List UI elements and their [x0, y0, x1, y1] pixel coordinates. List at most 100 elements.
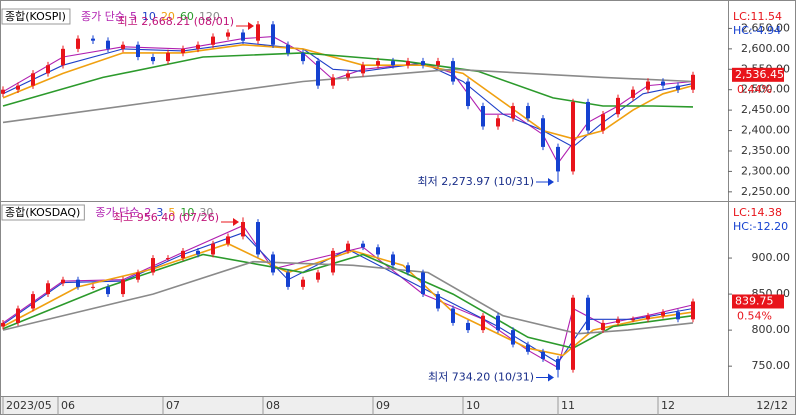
panel-label-box [1, 204, 85, 221]
y-tick-label: 900.00 [752, 251, 791, 264]
hc-label: HC:-12.20 [733, 220, 788, 233]
last-value-box [732, 294, 784, 309]
y-tick-label: 2,250.00 [741, 185, 790, 198]
candle-body [106, 40, 110, 49]
candle-body [316, 61, 320, 86]
candle-body [466, 81, 470, 107]
candle-body [271, 254, 275, 273]
candle-body [496, 118, 500, 127]
ma-line [2, 52, 694, 108]
x-tick-label: 06 [61, 399, 75, 412]
candle-body [481, 315, 485, 331]
y-tick-label: 2,500.00 [741, 83, 790, 96]
x-axis-strip [0, 396, 796, 415]
change-label: 0.44% [737, 83, 772, 96]
x-tick-label: 07 [166, 399, 180, 412]
x-tick-label: 09 [376, 399, 390, 412]
candle-body [286, 272, 290, 287]
y-tick-label: 2,400.00 [741, 124, 790, 137]
legend-entry: 3 [156, 206, 163, 219]
candle-body [406, 265, 410, 273]
candle-body [211, 36, 215, 45]
candle-body [106, 286, 110, 295]
high-annotation: 최고 956.40 (07/26) [113, 211, 219, 224]
candle-body [361, 243, 365, 248]
candle-body [436, 294, 440, 309]
candle-body [331, 250, 335, 273]
candle-body [586, 101, 590, 131]
lc-label: LC:11.54 [733, 10, 782, 23]
candle-body [271, 24, 275, 45]
annotation-arrowhead [548, 178, 554, 187]
candle-body [451, 308, 455, 323]
y-tick-label: 800.00 [752, 323, 791, 336]
candle-body [646, 81, 650, 90]
candle-body [91, 38, 95, 41]
candle-body [481, 106, 485, 127]
x-end-label: 12/12 [756, 399, 788, 412]
candle-body [361, 65, 365, 74]
candle-body [46, 65, 50, 74]
candle-body [496, 315, 500, 331]
candle-body [136, 272, 140, 280]
candle-body [691, 301, 695, 320]
candle-body [31, 294, 35, 309]
candle-body [376, 61, 380, 66]
candle-body [61, 279, 65, 284]
legend-prefix: 종가 단순 [81, 10, 125, 23]
legend-prefix: 종가 단순 [95, 206, 139, 219]
candle-body [61, 48, 65, 66]
x-tick-label: 08 [266, 399, 280, 412]
candle-body [541, 118, 545, 147]
legend-entry: 2 [144, 206, 151, 219]
candle-body [466, 322, 470, 331]
candle-body [226, 32, 230, 37]
candle-body [166, 258, 170, 260]
candle-body [511, 106, 515, 119]
ma-line [2, 68, 694, 124]
legend-entry: 10 [180, 206, 194, 219]
high-annotation: 최고 2,668.21 (08/01) [117, 15, 234, 28]
candle-body [181, 48, 185, 53]
candle-body [541, 351, 545, 359]
panel-label-box [1, 8, 71, 25]
legend-entry: 30 [199, 206, 213, 219]
y-tick-label: 2,350.00 [741, 144, 790, 157]
candle-body [181, 250, 185, 259]
candle-body [676, 312, 680, 320]
low-annotation: 최저 2,273.97 (10/31) [417, 175, 534, 188]
candle-body [451, 61, 455, 82]
candle-body [196, 44, 200, 49]
x-tick-label: 12 [661, 399, 675, 412]
candle-body [151, 57, 155, 62]
candle-body [346, 73, 350, 78]
candle-body [601, 114, 605, 131]
candle-body [241, 222, 245, 237]
change-label: 0.54% [737, 309, 772, 322]
y-tick-label: 2,450.00 [741, 103, 790, 116]
annotation-arrowhead [248, 22, 254, 30]
annotation-arrowhead [233, 218, 239, 226]
candle-body [586, 297, 590, 331]
low-annotation: 최저 734.20 (10/31) [428, 371, 534, 384]
candle-body [661, 81, 665, 86]
candle-body [301, 52, 305, 62]
panel-label: 종합(KOSDAQ) [5, 206, 80, 219]
candle-body [571, 297, 575, 370]
last-value-label: 839.75 [735, 294, 774, 307]
candle-body [16, 308, 20, 323]
hc-label: HC:-4.94 [733, 24, 781, 37]
candle-body [421, 272, 425, 295]
candle-body [616, 319, 620, 323]
candle-body [136, 44, 140, 58]
candle-body [196, 250, 200, 255]
candle-body [121, 279, 125, 295]
legend-entry: 20 [161, 10, 175, 23]
y-tick-label: 2,650.00 [741, 21, 790, 34]
candle-body [211, 243, 215, 255]
candle-body [391, 61, 395, 66]
candle-body [556, 146, 560, 172]
candle-body [526, 106, 530, 119]
